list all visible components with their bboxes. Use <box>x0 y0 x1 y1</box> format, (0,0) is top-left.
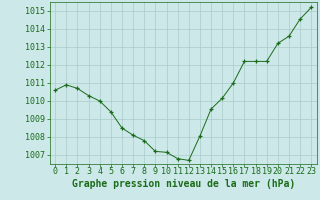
X-axis label: Graphe pression niveau de la mer (hPa): Graphe pression niveau de la mer (hPa) <box>72 179 295 189</box>
